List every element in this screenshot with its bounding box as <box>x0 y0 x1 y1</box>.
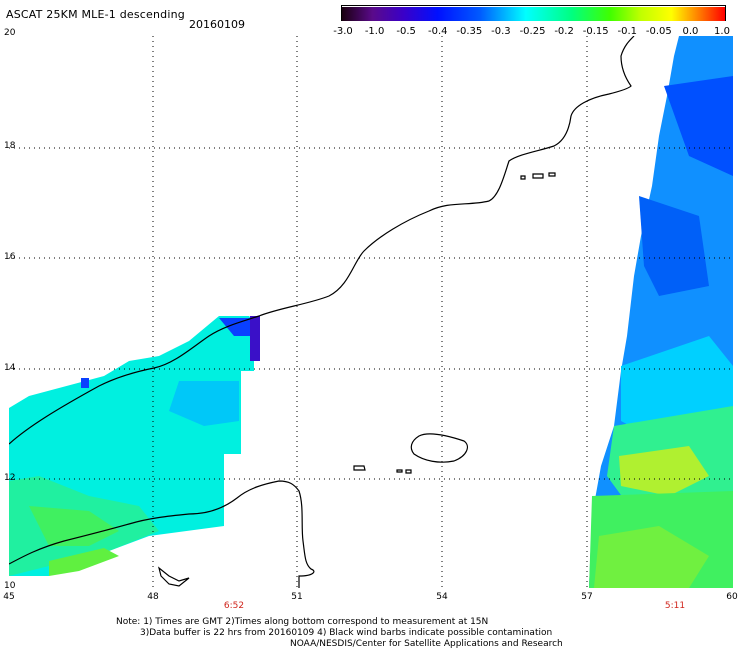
lon-label-54: 54 <box>436 592 448 602</box>
colorbar-tick-label: -0.3 <box>491 26 511 37</box>
chart-title: ASCAT 25KM MLE-1 descending <box>6 8 185 21</box>
lon-label-48: 48 <box>147 592 159 602</box>
footer-note-3: NOAA/NESDIS/Center for Satellite Applica… <box>290 639 563 649</box>
lat-label-14: 14 <box>4 363 16 373</box>
lon-label-57: 57 <box>581 592 593 602</box>
pass-time-left: 6:52 <box>223 601 245 611</box>
lon-label-60: 60 <box>726 592 738 602</box>
colorbar-tick-label: -0.05 <box>645 26 672 37</box>
lat-label-18: 18 <box>4 141 16 151</box>
colorbar-tick-label: 0.0 <box>682 26 699 37</box>
footer-note-1: Note: 1) Times are GMT 2)Times along bot… <box>116 617 489 627</box>
colorbar-tick-label: -1.0 <box>364 26 385 37</box>
lat-label-10: 10 <box>4 581 16 591</box>
lon-label-51: 51 <box>291 592 303 602</box>
chart-date: 20160109 <box>189 18 245 31</box>
colorbar-tick-label: -3.0 <box>333 26 353 37</box>
colorbar-tick-label: -0.4 <box>427 26 448 37</box>
lat-label-20: 20 <box>4 28 16 38</box>
colorbar-tick-label: -0.1 <box>617 26 638 37</box>
lat-label-16: 16 <box>4 252 16 262</box>
footer-note-2: 3)Data buffer is 22 hrs from 20160109 4)… <box>140 628 553 638</box>
colorbar-tick-label: -0.5 <box>396 26 416 37</box>
coastline <box>9 36 635 588</box>
colorbar-tick-label: 1.0 <box>714 26 730 37</box>
colorbar-tick-label: -0.15 <box>582 26 609 37</box>
pass-time-right: 5:11 <box>664 601 686 611</box>
colorbar-tick-label: -0.25 <box>519 26 546 37</box>
colorbar-tick-label: -0.35 <box>456 26 483 37</box>
swath-right <box>589 36 733 588</box>
lon-label-45: 45 <box>3 592 15 602</box>
graticule <box>9 36 733 588</box>
colorbar-tick-label: -0.2 <box>554 26 574 37</box>
map-panel <box>9 36 733 588</box>
swath-left <box>9 316 260 576</box>
colorbar-tick-labels: -3.0 -1.0 -0.5 -0.4 -0.35 -0.3 -0.25 -0.2 -0.15-… <box>0 26 740 40</box>
colorbar <box>341 5 726 21</box>
lat-label-12: 12 <box>4 473 16 483</box>
